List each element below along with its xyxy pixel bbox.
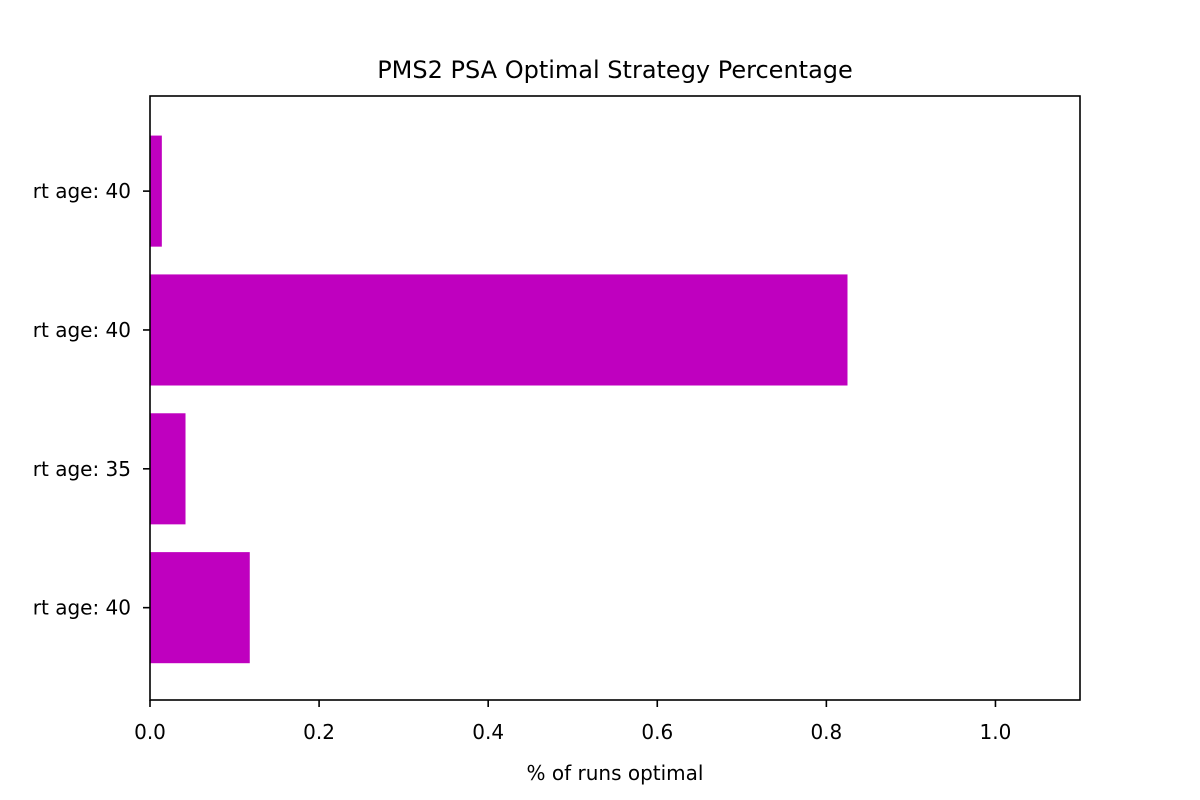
x-tick-label: 0.8	[810, 720, 842, 744]
chart-title: PMS2 PSA Optimal Strategy Percentage	[377, 56, 853, 84]
x-tick-label: 0.0	[134, 720, 166, 744]
bar	[150, 413, 186, 525]
y-tick-label: rt age: 40	[33, 318, 131, 342]
bars-layer	[150, 135, 848, 664]
x-tick-label: 0.6	[641, 720, 673, 744]
y-tick-label: rt age: 40	[33, 179, 131, 203]
x-axis-label: % of runs optimal	[527, 761, 704, 785]
y-axis: rt age: 40 rt age: 35 rt age: 40 rt age: 40	[33, 179, 150, 620]
y-tick-label: rt age: 35	[33, 457, 131, 481]
bar	[150, 552, 250, 664]
x-tick-label: 1.0	[980, 720, 1012, 744]
x-axis: 0.0 0.2 0.4 0.6 0.8 1.0	[134, 700, 1011, 744]
x-tick-label: 0.2	[303, 720, 335, 744]
plot-frame	[149, 95, 1081, 701]
y-tick-label: rt age: 40	[33, 596, 131, 620]
bar	[150, 135, 162, 247]
x-tick-label: 0.4	[472, 720, 504, 744]
bar	[150, 274, 848, 386]
